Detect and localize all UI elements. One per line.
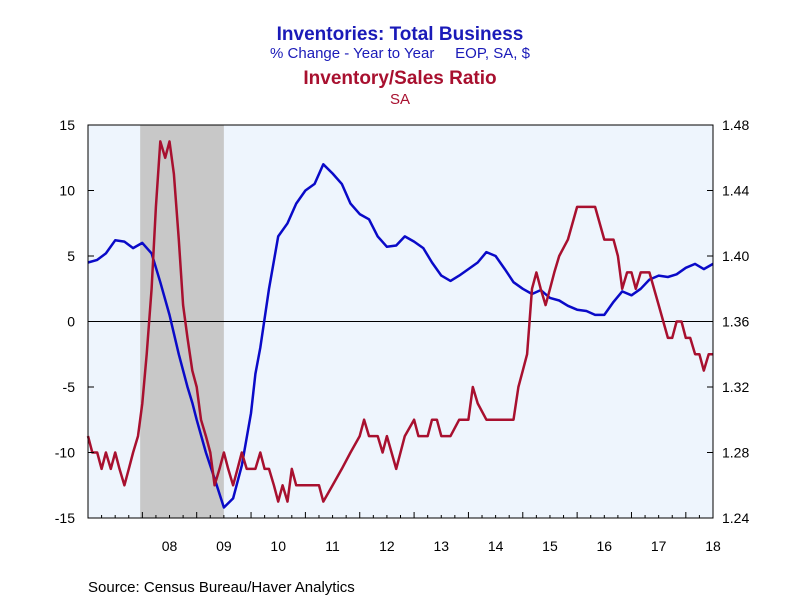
y-right-tick-label: 1.40 xyxy=(722,248,749,264)
x-tick-label: 14 xyxy=(488,538,504,554)
y-right-tick-label: 1.28 xyxy=(722,445,749,461)
chart-title: Inventories: Total Business xyxy=(277,24,524,45)
chart-title-2: Inventory/Sales Ratio xyxy=(303,68,496,89)
y-left-tick-label: 10 xyxy=(59,183,75,199)
x-tick-label: 15 xyxy=(542,538,558,554)
chart-subtitle-2: SA xyxy=(390,91,410,108)
y-left-tick-label: -10 xyxy=(55,445,75,461)
x-tick-label: 17 xyxy=(651,538,667,554)
x-tick-label: 08 xyxy=(162,538,178,554)
x-tick-label: 10 xyxy=(270,538,286,554)
y-left-tick-label: 15 xyxy=(59,117,75,133)
series-line-2 xyxy=(86,140,713,503)
y-right-tick-label: 1.44 xyxy=(722,183,749,199)
y-right-tick-label: 1.36 xyxy=(722,314,749,330)
chart-subtitle: % Change - Year to Year EOP, SA, $ xyxy=(270,45,531,62)
y-left-tick-label: -15 xyxy=(55,510,75,526)
y-right-tick-label: 1.32 xyxy=(722,379,749,395)
plot-area: -15 -10 -5 0 5 10 15 1.24 1.28 1.32 1.36 1.40 1.44 1.… xyxy=(55,117,750,554)
x-tick-label: 11 xyxy=(325,538,340,554)
x-tick-label: 12 xyxy=(379,538,395,554)
x-tick-label: 18 xyxy=(705,538,721,554)
x-tick-label: 13 xyxy=(433,538,449,554)
y-left-tick-label: 5 xyxy=(67,248,75,264)
y-left-tick-label: 0 xyxy=(67,314,75,330)
y-left-tick-label: -5 xyxy=(63,379,76,395)
y-right-tick-label: 1.24 xyxy=(722,510,749,526)
x-tick-label: 09 xyxy=(216,538,232,554)
source-note: Source: Census Bureau/Haver Analytics xyxy=(88,579,355,596)
y-right-tick-label: 1.48 xyxy=(722,117,749,133)
x-tick-label: 16 xyxy=(597,538,613,554)
series-line-1 xyxy=(87,163,714,509)
